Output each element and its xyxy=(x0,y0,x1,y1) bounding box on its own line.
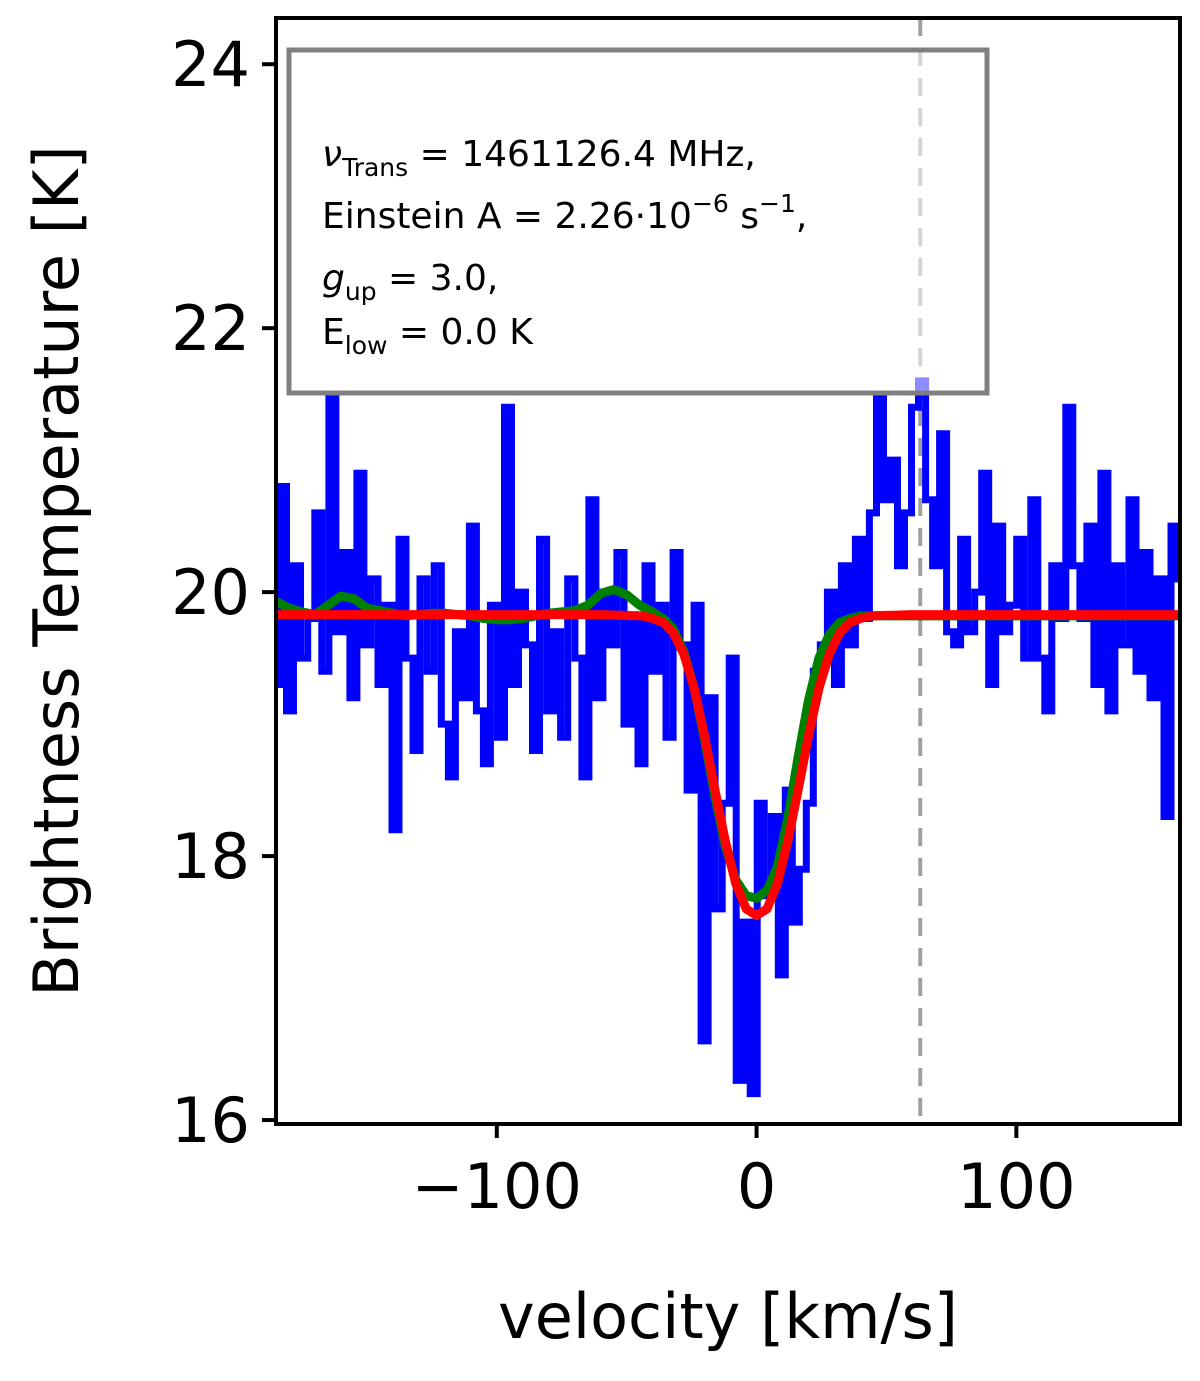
y-tick-label: 18 xyxy=(171,820,250,893)
annotation-line-einstein: Einstein A = 2.26·10−6 s−1, xyxy=(322,189,807,237)
y-tick-label: 22 xyxy=(171,292,250,365)
y-axis-label: Brightness Temperature [K] xyxy=(20,145,93,996)
y-tick-label: 24 xyxy=(171,28,250,101)
x-tick-label: −100 xyxy=(412,1150,582,1223)
annotation-frame xyxy=(286,47,990,396)
plot-frame xyxy=(274,16,1182,1126)
x-tick-label: 100 xyxy=(957,1150,1075,1223)
y-tick-label: 20 xyxy=(171,556,250,629)
y-axis: 16 18 20 22 24 xyxy=(171,28,276,1157)
annotation-line-elow: Elow = 0.0 K xyxy=(322,312,534,360)
annotation-line-gup: gup = 3.0, xyxy=(322,258,498,306)
annotation-box: νTrans = 1461126.4 MHz, Einstein A = 2.2… xyxy=(286,47,990,396)
x-axis: −100 0 100 xyxy=(412,1124,1076,1223)
x-tick-label: 0 xyxy=(737,1150,776,1223)
fit-spectrum-line xyxy=(276,610,1180,920)
x-axis-label: velocity [km/s] xyxy=(498,1280,958,1353)
annotation-line-transition: νTrans = 1461126.4 MHz, xyxy=(322,134,756,182)
observed-spectrum-line xyxy=(276,377,1180,1098)
y-tick-label: 16 xyxy=(171,1084,250,1157)
